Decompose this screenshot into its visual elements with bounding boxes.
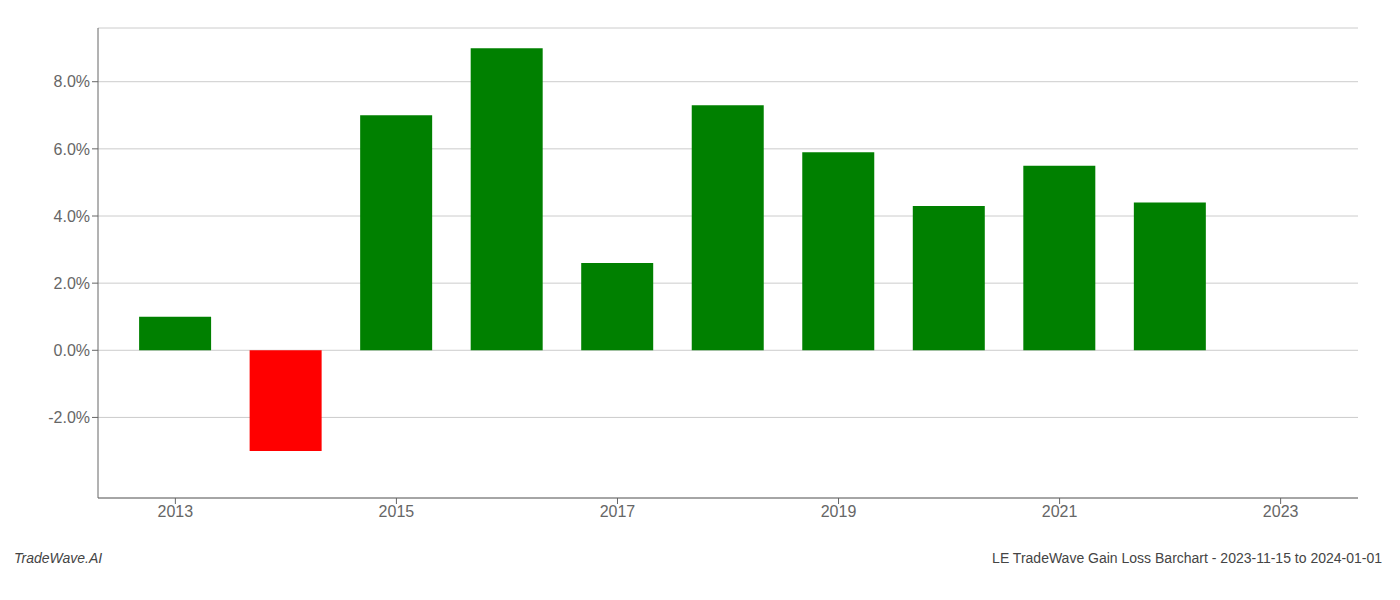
svg-text:2017: 2017 [600,503,636,520]
html-text:TradeWave.AI: TradeWave.AI [14,550,103,566]
html-text:LE TradeWave Gain Loss Barchar: LE TradeWave Gain Loss Barchart - 2023-1… [992,550,1382,566]
svg-text:2023: 2023 [1263,503,1299,520]
svg-text:-2.0%: -2.0% [48,409,90,426]
svg-text:2013: 2013 [158,503,194,520]
svg-text:2.0%: 2.0% [54,275,90,292]
svg-text:2015: 2015 [379,503,415,520]
svg-text:0.0%: 0.0% [54,342,90,359]
svg-text:2021: 2021 [1042,503,1078,520]
svg-text:4.0%: 4.0% [54,208,90,225]
svg-text:8.0%: 8.0% [54,73,90,90]
svg-text:6.0%: 6.0% [54,141,90,158]
svg-text:2019: 2019 [821,503,857,520]
